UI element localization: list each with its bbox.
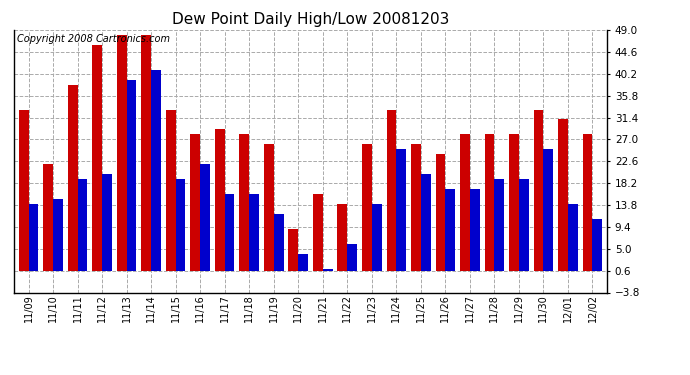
Bar	[533, 110, 544, 271]
Bar	[274, 214, 284, 271]
Bar	[362, 144, 372, 271]
Bar	[421, 174, 431, 271]
Bar	[200, 164, 210, 271]
Bar	[558, 120, 568, 271]
Bar	[102, 174, 112, 271]
Bar	[249, 194, 259, 271]
Bar	[593, 219, 602, 271]
Bar	[396, 149, 406, 271]
Bar	[43, 164, 53, 271]
Bar	[288, 229, 298, 271]
Bar	[166, 110, 176, 271]
Bar	[509, 134, 519, 271]
Bar	[28, 204, 39, 271]
Bar	[215, 129, 225, 271]
Bar	[151, 70, 161, 271]
Bar	[460, 134, 470, 271]
Bar	[337, 204, 347, 271]
Bar	[445, 189, 455, 271]
Bar	[176, 179, 186, 271]
Bar	[77, 179, 88, 271]
Bar	[141, 35, 151, 271]
Title: Dew Point Daily High/Low 20081203: Dew Point Daily High/Low 20081203	[172, 12, 449, 27]
Bar	[264, 144, 274, 271]
Bar	[372, 204, 382, 271]
Bar	[225, 194, 235, 271]
Bar	[386, 110, 396, 271]
Bar	[484, 134, 495, 271]
Bar	[411, 144, 421, 271]
Bar	[117, 35, 126, 271]
Bar	[68, 85, 77, 271]
Text: Copyright 2008 Cartronics.com: Copyright 2008 Cartronics.com	[17, 34, 170, 44]
Bar	[126, 80, 137, 271]
Bar	[568, 204, 578, 271]
Bar	[323, 268, 333, 271]
Bar	[313, 194, 323, 271]
Bar	[19, 110, 28, 271]
Bar	[495, 179, 504, 271]
Bar	[347, 244, 357, 271]
Bar	[470, 189, 480, 271]
Bar	[435, 154, 445, 271]
Bar	[298, 254, 308, 271]
Bar	[239, 134, 249, 271]
Bar	[92, 45, 102, 271]
Bar	[53, 199, 63, 271]
Bar	[190, 134, 200, 271]
Bar	[544, 149, 553, 271]
Bar	[519, 179, 529, 271]
Bar	[582, 134, 593, 271]
